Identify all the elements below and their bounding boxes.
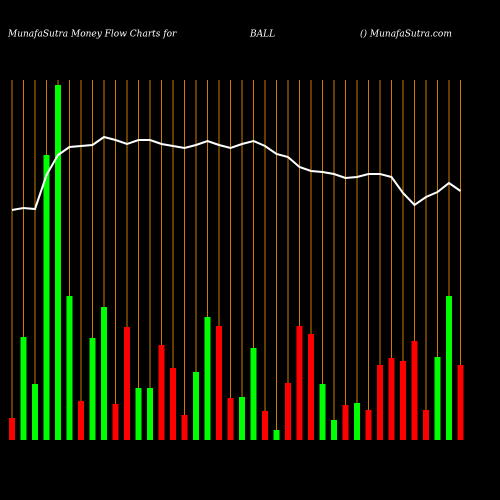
bar [400,361,406,440]
bar [411,341,418,440]
bar [170,368,176,440]
bar [158,345,165,440]
bar [112,404,119,440]
bar [135,388,142,440]
bar [227,398,234,440]
bar [296,326,303,440]
bar [216,326,222,440]
bar [262,411,268,440]
chart-title: MunafaSutra Money Flow Charts for [7,30,177,40]
bar [55,85,61,440]
bar [89,338,96,440]
bar [101,307,107,440]
bar [147,388,153,440]
bar [20,337,27,440]
bar [446,296,452,440]
bar [193,372,199,440]
bar [308,334,314,440]
bar [250,348,257,440]
bar [457,365,464,440]
bar [319,384,326,440]
bar [66,296,73,440]
bar [423,410,429,440]
bar [354,403,360,440]
bar [388,358,395,440]
bar [273,430,280,440]
bar [43,155,50,440]
bar [331,420,337,440]
bar [32,384,38,440]
bar [434,357,441,440]
bar [204,317,211,440]
bar [124,327,130,440]
bar [78,401,84,440]
bar [285,383,291,440]
site: () MunafaSutra.com [360,29,452,40]
bar [181,415,188,440]
bar [342,405,349,440]
price-line [11,135,462,211]
bar [365,410,372,440]
symbol: BALL [249,30,275,40]
bar [9,418,15,440]
bar [377,365,383,440]
bar [239,397,245,440]
